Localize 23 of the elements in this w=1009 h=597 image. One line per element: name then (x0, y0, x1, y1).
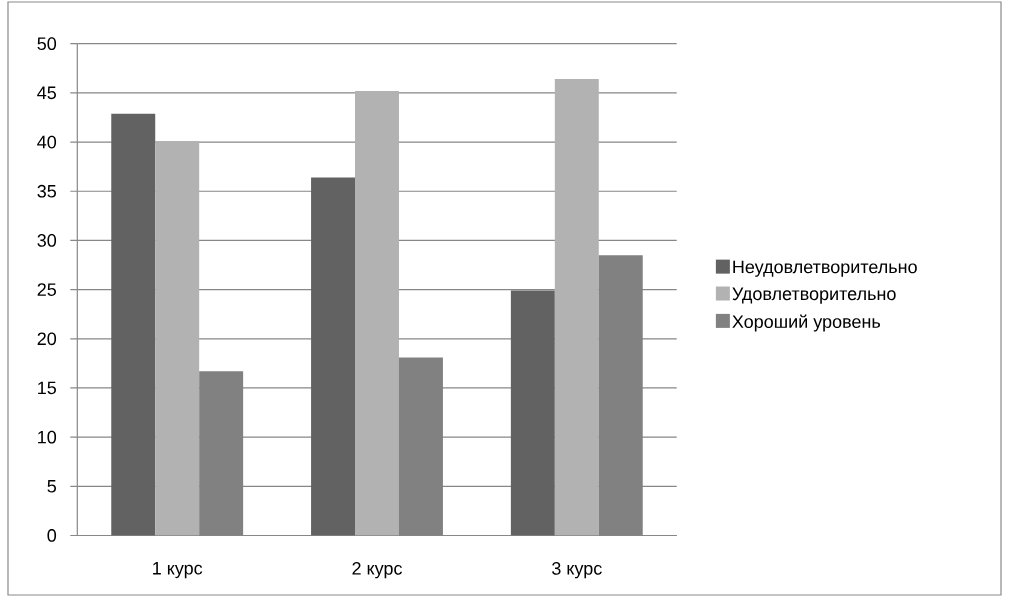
bar (510, 290, 555, 536)
bar (155, 141, 200, 536)
bar (554, 79, 599, 536)
y-tick-label: 30 (37, 234, 57, 247)
legend-label: Неудовлетворительно (733, 260, 917, 277)
bar (111, 113, 156, 536)
x-tick-label: 2 курс (352, 562, 402, 579)
bar (311, 177, 356, 536)
x-tick-label: 1 курс (153, 562, 203, 579)
y-tick-label: 45 (37, 86, 57, 100)
y-tick-label: 15 (38, 381, 57, 395)
y-tick-label: 25 (37, 283, 57, 296)
bar (355, 90, 399, 536)
y-tick-label: 40 (37, 135, 57, 149)
y-tick-label: 10 (38, 430, 57, 444)
y-tick-label: 35 (37, 184, 57, 198)
y-tick-label: 5 (47, 480, 57, 493)
y-tick-label: 20 (37, 332, 57, 346)
legend-label: Удовлетворительно (732, 287, 896, 304)
legend-label: Хороший уровень (732, 314, 881, 332)
y-tick-label: 50 (37, 37, 57, 51)
y-tick-label: 0 (47, 529, 57, 542)
x-tick-label: 3 курс (552, 562, 602, 579)
